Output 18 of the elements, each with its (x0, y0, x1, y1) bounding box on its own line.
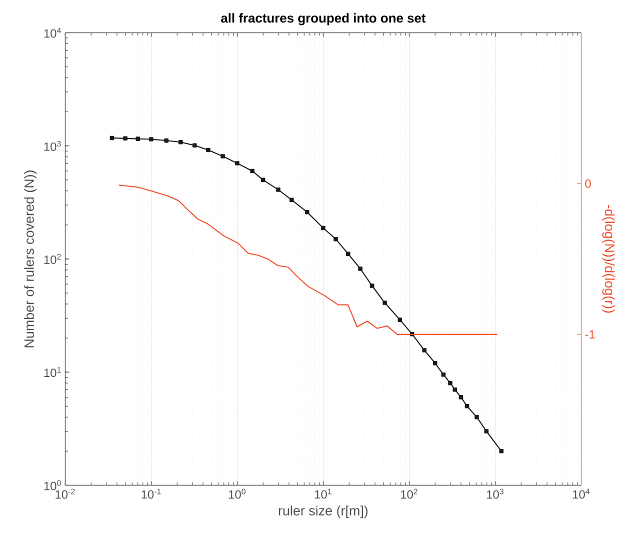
x-axis-title: ruler size (r[m]) (278, 506, 368, 518)
x-tick-label: 10$^{2}$ (400, 488, 418, 499)
x-tick-label: 10$^{0}$ (228, 488, 246, 499)
x-tick-label: 10$^{3}$ (486, 488, 504, 499)
y-tick-label: 10$^{3}$ (44, 140, 61, 151)
x-tick-label: 10$^{-2}$ (56, 488, 75, 499)
y-tick-label: 10$^{2}$ (44, 254, 61, 264)
y2-tick-label: 0 (585, 179, 591, 188)
y2-tick-label: -1 (585, 330, 595, 339)
x-tick-label: 10$^{1}$ (314, 488, 332, 499)
chart-title: all fractures grouped into one set (221, 13, 426, 26)
x-tick-label: 10$^{-1}$ (142, 488, 161, 499)
x-tick-label: 10$^{4}$ (573, 488, 590, 499)
y-tick-label: 10$^{1}$ (44, 367, 61, 378)
y-tick-label: 10$^{4}$ (44, 28, 61, 38)
y-tick-label: 10$^{0}$ (44, 480, 61, 490)
y-axis-title: Number of rulers covered (N)) (24, 170, 37, 348)
y2-axis-title: -d(log(N))/d(log(r)) (602, 205, 615, 313)
